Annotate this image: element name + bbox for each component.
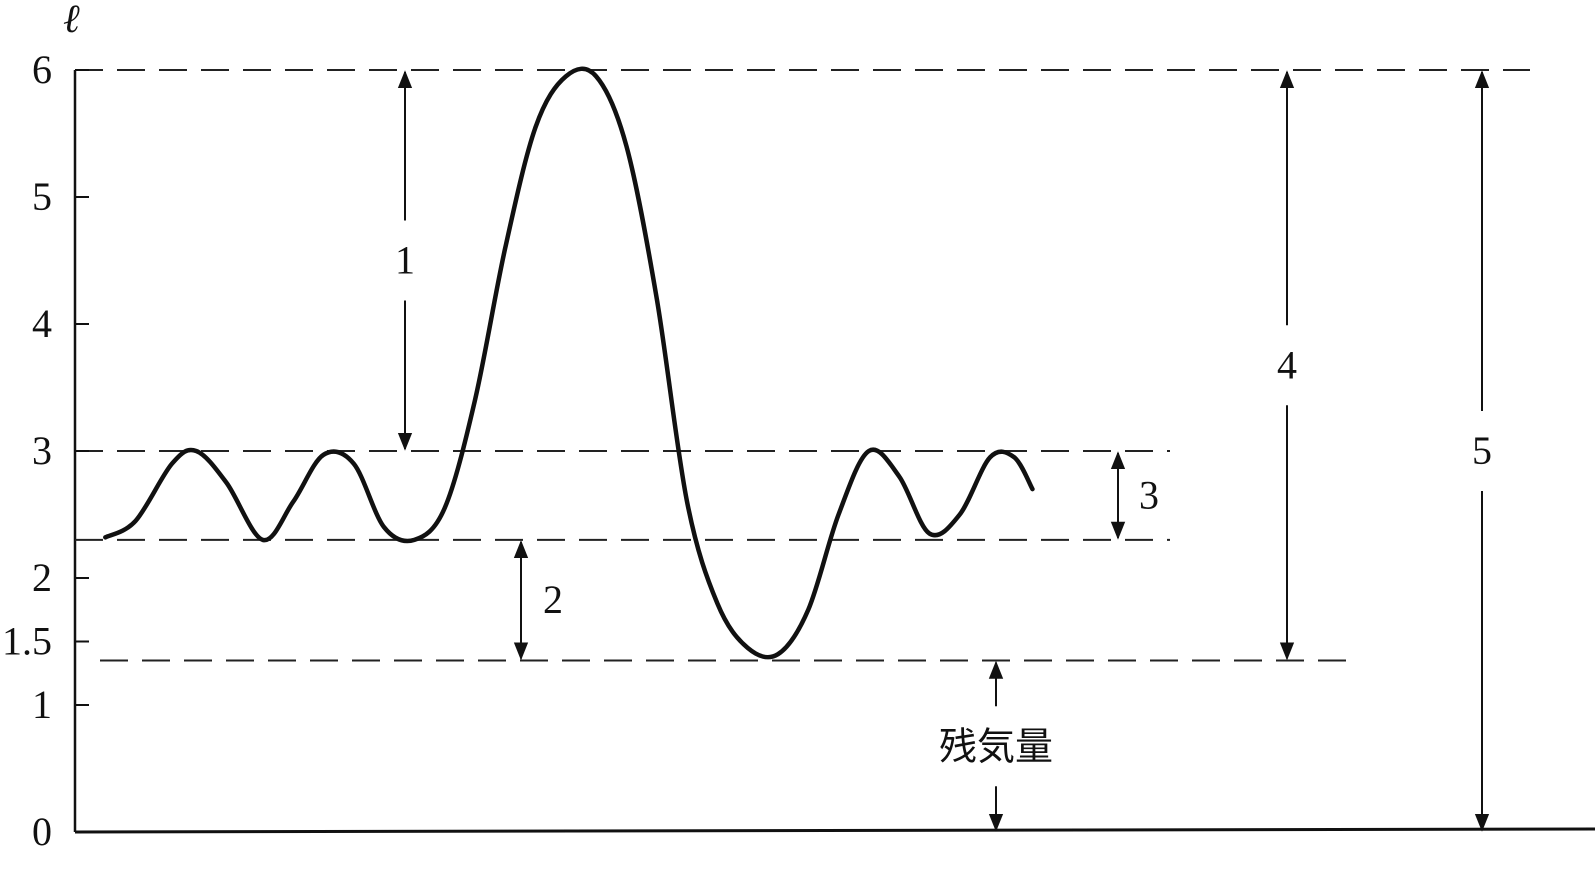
dimension-label: 4 — [1277, 342, 1297, 387]
y-tick-label: 6 — [32, 47, 52, 92]
volume-annotations: 1 2 3 4 5 残気量 — [395, 70, 1492, 832]
dimension-label: 5 — [1472, 428, 1492, 473]
y-tick-label: 1 — [32, 682, 52, 727]
y-tick-label: 4 — [32, 301, 52, 346]
y-tick-label: 3 — [32, 428, 52, 473]
y-tick-label: 1.5 — [2, 619, 52, 664]
reference-lines — [75, 69, 1530, 662]
y-axis-ticks: 0 1 1.5 2 3 4 5 6 — [2, 47, 89, 854]
y-tick-label: 2 — [32, 555, 52, 600]
y-axis-label: ℓ — [63, 0, 80, 41]
x-axis-line — [74, 827, 1595, 834]
dimension-label: 1 — [395, 238, 415, 283]
dimension-label: 残気量 — [939, 724, 1053, 768]
y-tick-label: 5 — [32, 174, 52, 219]
dimension-label: 3 — [1139, 472, 1159, 517]
y-tick-label: 0 — [32, 809, 52, 854]
volume-curve-line — [103, 66, 1035, 660]
volume-curve — [103, 66, 1035, 660]
dimension-label: 2 — [543, 577, 563, 622]
